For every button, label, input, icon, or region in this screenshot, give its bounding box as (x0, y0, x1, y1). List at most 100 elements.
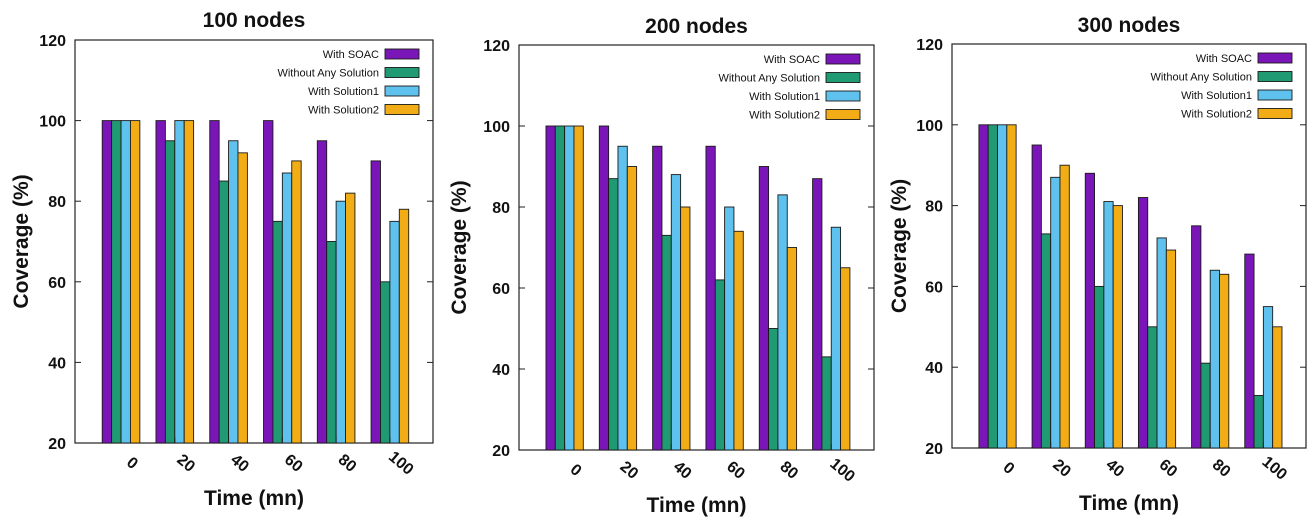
y-tick-label: 40 (492, 362, 510, 379)
bar-with-solution2-40 (237, 152, 248, 444)
bar-with-soac-80 (1191, 225, 1202, 449)
y-tick-label: 60 (492, 281, 510, 298)
bar-with-solution2-60 (1165, 249, 1177, 449)
bar-with-soac-0 (978, 124, 989, 449)
y-tick-label: 60 (48, 275, 66, 292)
bar-with-solution2-80 (345, 192, 356, 444)
x-tick-label: 20 (173, 451, 198, 476)
bar-without-any-solution-0 (111, 120, 122, 444)
x-tick-label: 0 (567, 461, 585, 480)
bar-with-soac-80 (758, 166, 770, 451)
legend-label: Without Any Solution (718, 73, 820, 85)
x-tick-label: 60 (281, 451, 306, 476)
bar-with-solution1-40 (670, 174, 682, 451)
chart-title: 100 nodes (203, 9, 306, 32)
legend-swatch (384, 48, 420, 60)
bar-with-solution2-80 (1219, 273, 1230, 449)
y-tick-label: 20 (492, 443, 510, 460)
x-tick-label: 40 (1102, 456, 1127, 481)
bar-without-any-solution-40 (661, 234, 672, 451)
legend-swatch (1257, 108, 1293, 119)
bar-with-solution2-100 (840, 267, 851, 451)
legend: With SOAC Without Any Solution With Soluti… (277, 48, 420, 117)
bar-without-any-solution-80 (1200, 362, 1211, 449)
bar-with-solution2-20 (1059, 164, 1070, 449)
bar-with-solution2-0 (129, 120, 141, 444)
x-tick-label: 80 (335, 451, 360, 476)
bar-with-soac-60 (263, 120, 274, 444)
chart-title: 300 nodes (1078, 14, 1181, 37)
legend-label: With SOAC (1196, 53, 1252, 65)
legend: With SOAC Without Any Solution With Soluti… (1150, 52, 1293, 121)
legend-swatch (384, 104, 420, 115)
chart-panel-2: 300 nodes 20 40 60 80 100 120 Coverage (%) 0 20 40… (888, 14, 1307, 515)
bar-without-any-solution-20 (1040, 233, 1052, 449)
y-tick-label: 40 (925, 360, 943, 377)
y-tick-label: 120 (39, 33, 66, 50)
bar-with-solution2-20 (183, 120, 195, 444)
legend-label: With SOAC (764, 54, 820, 66)
bar-with-solution1-0 (564, 125, 575, 451)
chart-title: 200 nodes (645, 15, 748, 38)
bar-without-any-solution-40 (1094, 285, 1105, 449)
x-tick-label: 40 (227, 451, 252, 476)
y-tick-label: 20 (925, 441, 943, 458)
x-tick-label: 0 (123, 454, 141, 473)
bar-with-soac-0 (545, 125, 556, 451)
x-axis-label: Time (mn) (647, 494, 747, 517)
bar-with-solution1-60 (724, 206, 735, 451)
bar-with-solution1-80 (777, 194, 788, 451)
legend-swatch (825, 53, 861, 65)
x-tick-label: 100 (826, 455, 857, 485)
bar-without-any-solution-80 (326, 241, 337, 444)
legend-label: Without Any Solution (277, 68, 379, 80)
legend-swatch (384, 67, 420, 78)
x-tick-label: 100 (385, 448, 416, 478)
bar-with-solution2-0 (1006, 124, 1017, 449)
legend-label: With Solution1 (1181, 90, 1252, 102)
bar-with-solution1-80 (1209, 269, 1220, 449)
y-tick-label: 120 (483, 38, 510, 55)
y-tick-label: 40 (48, 355, 66, 372)
y-axis-label: Coverage (%) (10, 174, 33, 308)
bar-with-solution1-20 (1050, 176, 1061, 449)
bar-with-solution2-60 (291, 160, 302, 444)
bar-with-soac-100 (1244, 253, 1255, 449)
bar-with-solution1-20 (174, 120, 185, 444)
bar-with-soac-40 (652, 145, 663, 451)
y-tick-label: 20 (48, 436, 66, 453)
bar-with-solution1-60 (1156, 237, 1167, 449)
y-tick-label: 80 (48, 194, 66, 211)
bar-with-solution2-40 (1112, 205, 1123, 449)
bar-with-solution1-60 (281, 172, 293, 444)
bar-with-solution1-80 (335, 200, 346, 444)
bar-with-solution1-40 (1103, 201, 1114, 449)
y-tick-label: 60 (925, 279, 943, 296)
y-tick-label: 100 (916, 118, 943, 135)
bar-without-any-solution-60 (714, 279, 726, 451)
bar-without-any-solution-80 (768, 328, 779, 451)
bar-with-solution1-100 (830, 226, 842, 451)
x-tick-label: 80 (1209, 456, 1234, 481)
bar-with-soac-20 (598, 125, 610, 451)
bar-with-solution1-0 (997, 124, 1008, 449)
bar-with-soac-40 (1084, 172, 1096, 449)
bar-without-any-solution-0 (987, 124, 998, 449)
legend-label: With SOAC (323, 49, 379, 61)
x-tick-label: 60 (1156, 456, 1181, 481)
bar-without-any-solution-100 (821, 356, 832, 451)
bar-with-soac-40 (209, 120, 220, 444)
chart-panel-1: 200 nodes 20 40 60 80 100 120 Coverage (%) 0 20 40… (448, 15, 875, 517)
legend-swatch (825, 90, 861, 102)
y-tick-label: 120 (916, 37, 943, 54)
bar-with-soac-20 (1031, 144, 1042, 449)
legend-label: With Solution2 (308, 105, 379, 117)
chart-panel-0: 100 nodes 20 40 60 80 100 120 Coverage (%) 0 20 40… (10, 9, 434, 510)
bar-with-solution2-60 (733, 230, 744, 451)
bar-without-any-solution-20 (164, 140, 176, 444)
bar-with-solution1-100 (389, 220, 400, 444)
legend: With SOAC Without Any Solution With Soluti… (718, 53, 861, 122)
bar-without-any-solution-60 (272, 220, 283, 444)
bar-with-solution2-40 (680, 206, 691, 451)
